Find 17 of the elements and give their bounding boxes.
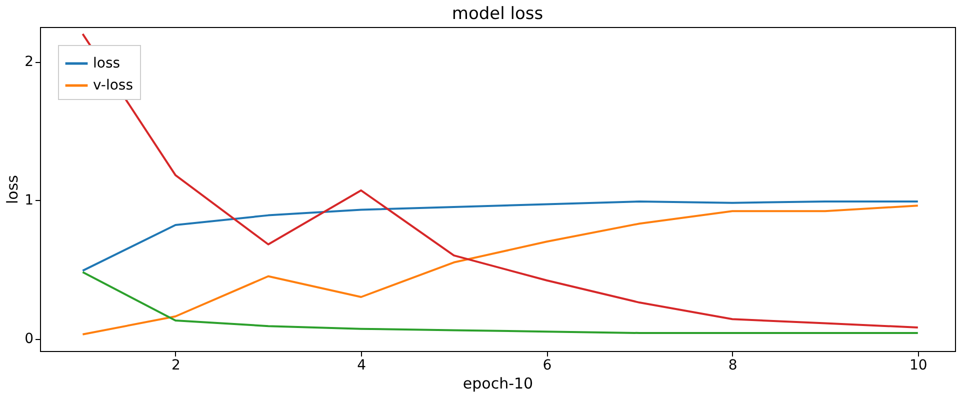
- x-tick-label: 6: [542, 358, 552, 374]
- y-tick-label: 2: [24, 54, 34, 70]
- y-axis-title: loss: [4, 174, 22, 204]
- x-tick-label: 4: [357, 358, 366, 374]
- x-tick-label: 8: [728, 358, 738, 374]
- legend-label: v-loss: [93, 78, 134, 94]
- chart-title: model loss: [452, 4, 544, 24]
- line-series: [82, 271, 919, 334]
- x-axis-title: epoch-10: [462, 374, 534, 392]
- legend-label: loss: [93, 56, 120, 72]
- y-tick-label: 0: [24, 331, 34, 348]
- x-tick-label: 2: [172, 358, 180, 374]
- y-tick-label: 1: [24, 192, 34, 209]
- line-series: [82, 32, 919, 328]
- x-tick-label: 10: [909, 358, 928, 374]
- line-series: [82, 200, 919, 272]
- line-series: [82, 204, 919, 336]
